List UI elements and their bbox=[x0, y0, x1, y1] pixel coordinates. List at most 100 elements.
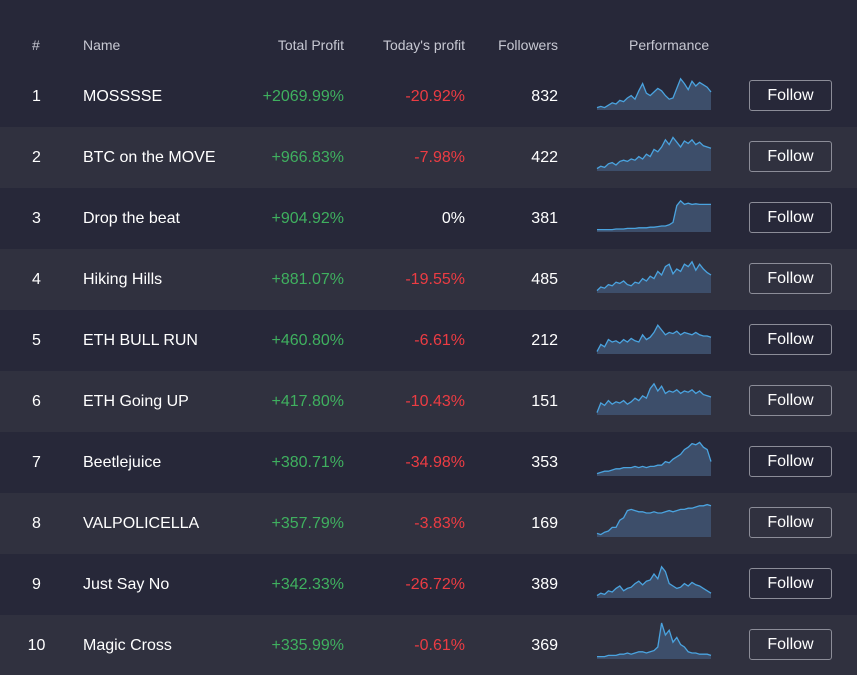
sparkline-area bbox=[597, 504, 711, 537]
sparkline-area bbox=[597, 623, 711, 659]
sparkline-area bbox=[597, 261, 711, 293]
sparkline-line bbox=[596, 565, 712, 597]
follow-button[interactable]: Follow bbox=[749, 507, 832, 538]
trader-name: Hiking Hills bbox=[83, 271, 163, 288]
table-row: 3 Drop the beat +904.92% 0% 381 Follow bbox=[0, 188, 857, 249]
today-profit: 0% bbox=[441, 210, 465, 227]
col-header-today-profit: Today's profit bbox=[382, 37, 465, 53]
trader-name: Drop the beat bbox=[83, 210, 180, 227]
trader-name: MOSSSSE bbox=[83, 88, 163, 105]
col-header-rank: # bbox=[32, 37, 40, 53]
col-header-total-profit: Total Profit bbox=[277, 37, 344, 53]
table-row: 4 Hiking Hills +881.07% -19.55% 485 Follow bbox=[0, 249, 857, 310]
today-profit: -10.43% bbox=[405, 393, 465, 410]
row-rank: 3 bbox=[32, 210, 41, 227]
total-profit: +417.80% bbox=[271, 393, 344, 410]
performance-sparkline bbox=[597, 622, 712, 659]
table-row: 10 Magic Cross +335.99% -0.61% 369 Follow bbox=[0, 615, 857, 675]
follow-button[interactable]: Follow bbox=[749, 202, 832, 233]
follow-button[interactable]: Follow bbox=[749, 446, 832, 477]
trader-name: Just Say No bbox=[83, 576, 170, 593]
today-profit: -26.72% bbox=[405, 576, 465, 593]
total-profit: +904.92% bbox=[271, 210, 344, 227]
sparkline-area bbox=[597, 137, 711, 171]
col-header-performance: Performance bbox=[629, 37, 710, 53]
row-rank: 7 bbox=[32, 454, 41, 471]
sparkline-line bbox=[596, 260, 712, 292]
sparkline-line bbox=[596, 382, 712, 413]
table-header: # Name Total Profit Today's profit Follo… bbox=[0, 0, 857, 66]
sparkline-area bbox=[597, 566, 711, 598]
follow-button[interactable]: Follow bbox=[749, 324, 832, 355]
row-rank: 5 bbox=[32, 332, 41, 349]
table-row: 1 MOSSSSE +2069.99% -20.92% 832 Follow bbox=[0, 66, 857, 127]
total-profit: +357.79% bbox=[271, 515, 344, 532]
total-profit: +335.99% bbox=[271, 637, 344, 654]
sparkline-line bbox=[596, 136, 712, 170]
leaderboard-rows: 1 MOSSSSE +2069.99% -20.92% 832 Follow 2 BTC on… bbox=[0, 66, 857, 675]
today-profit: -7.98% bbox=[414, 149, 465, 166]
followers-count: 485 bbox=[531, 271, 558, 288]
follow-button[interactable]: Follow bbox=[749, 385, 832, 416]
follow-button[interactable]: Follow bbox=[749, 568, 832, 599]
performance-sparkline bbox=[596, 382, 712, 415]
total-profit: +881.07% bbox=[271, 271, 344, 288]
row-rank: 10 bbox=[27, 637, 46, 654]
sparkline-area bbox=[597, 442, 711, 476]
total-profit: +380.71% bbox=[271, 454, 344, 471]
row-rank: 1 bbox=[32, 88, 41, 105]
table-row: 2 BTC on the MOVE +966.83% -7.98% 422 Follow bbox=[0, 127, 857, 188]
followers-count: 151 bbox=[531, 393, 558, 410]
sparkline-line bbox=[596, 441, 712, 475]
total-profit: +460.80% bbox=[271, 332, 344, 349]
follow-button[interactable]: Follow bbox=[749, 141, 832, 172]
row-rank: 8 bbox=[32, 515, 41, 532]
performance-sparkline bbox=[597, 199, 711, 232]
performance-sparkline bbox=[596, 77, 712, 110]
trader-name: VALPOLICELLA bbox=[83, 515, 200, 532]
col-header-followers: Followers bbox=[498, 37, 558, 53]
followers-count: 169 bbox=[531, 515, 558, 532]
performance-sparkline bbox=[596, 503, 712, 537]
trader-name: ETH Going UP bbox=[83, 393, 189, 410]
follow-button[interactable]: Follow bbox=[749, 629, 832, 660]
today-profit: -0.61% bbox=[414, 637, 465, 654]
row-rank: 2 bbox=[32, 149, 41, 166]
table-row: 6 ETH Going UP +417.80% -10.43% 151 Follow bbox=[0, 371, 857, 432]
performance-sparkline bbox=[596, 136, 712, 171]
performance-sparkline bbox=[596, 324, 712, 354]
followers-count: 353 bbox=[531, 454, 558, 471]
followers-count: 369 bbox=[531, 637, 558, 654]
total-profit: +966.83% bbox=[271, 149, 344, 166]
table-row: 5 ETH BULL RUN +460.80% -6.61% 212 Follow bbox=[0, 310, 857, 371]
sparkline-area bbox=[597, 383, 711, 415]
followers-count: 389 bbox=[531, 576, 558, 593]
followers-count: 422 bbox=[531, 149, 558, 166]
row-rank: 4 bbox=[32, 271, 41, 288]
trader-name: Beetlejuice bbox=[83, 454, 162, 471]
row-rank: 9 bbox=[32, 576, 41, 593]
total-profit: +342.33% bbox=[271, 576, 344, 593]
sparkline-line bbox=[596, 324, 712, 352]
performance-sparkline bbox=[596, 260, 712, 293]
sparkline-line bbox=[596, 503, 712, 536]
follow-button[interactable]: Follow bbox=[749, 263, 832, 294]
today-profit: -34.98% bbox=[405, 454, 465, 471]
col-header-name: Name bbox=[83, 37, 121, 53]
sparkline-line bbox=[597, 622, 712, 658]
performance-sparkline bbox=[596, 441, 712, 476]
sparkline-line bbox=[596, 77, 712, 109]
sparkline-area bbox=[597, 78, 711, 110]
total-profit: +2069.99% bbox=[262, 88, 344, 105]
sparkline-area bbox=[597, 325, 711, 354]
followers-count: 212 bbox=[531, 332, 558, 349]
table-row: 8 VALPOLICELLA +357.79% -3.83% 169 Follow bbox=[0, 493, 857, 554]
row-rank: 6 bbox=[32, 393, 41, 410]
follow-button[interactable]: Follow bbox=[749, 80, 832, 111]
table-row: 7 Beetlejuice +380.71% -34.98% 353 Follow bbox=[0, 432, 857, 493]
today-profit: -19.55% bbox=[405, 271, 465, 288]
table-row: 9 Just Say No +342.33% -26.72% 389 Follow bbox=[0, 554, 857, 615]
today-profit: -3.83% bbox=[414, 515, 465, 532]
trader-name: ETH BULL RUN bbox=[83, 332, 198, 349]
